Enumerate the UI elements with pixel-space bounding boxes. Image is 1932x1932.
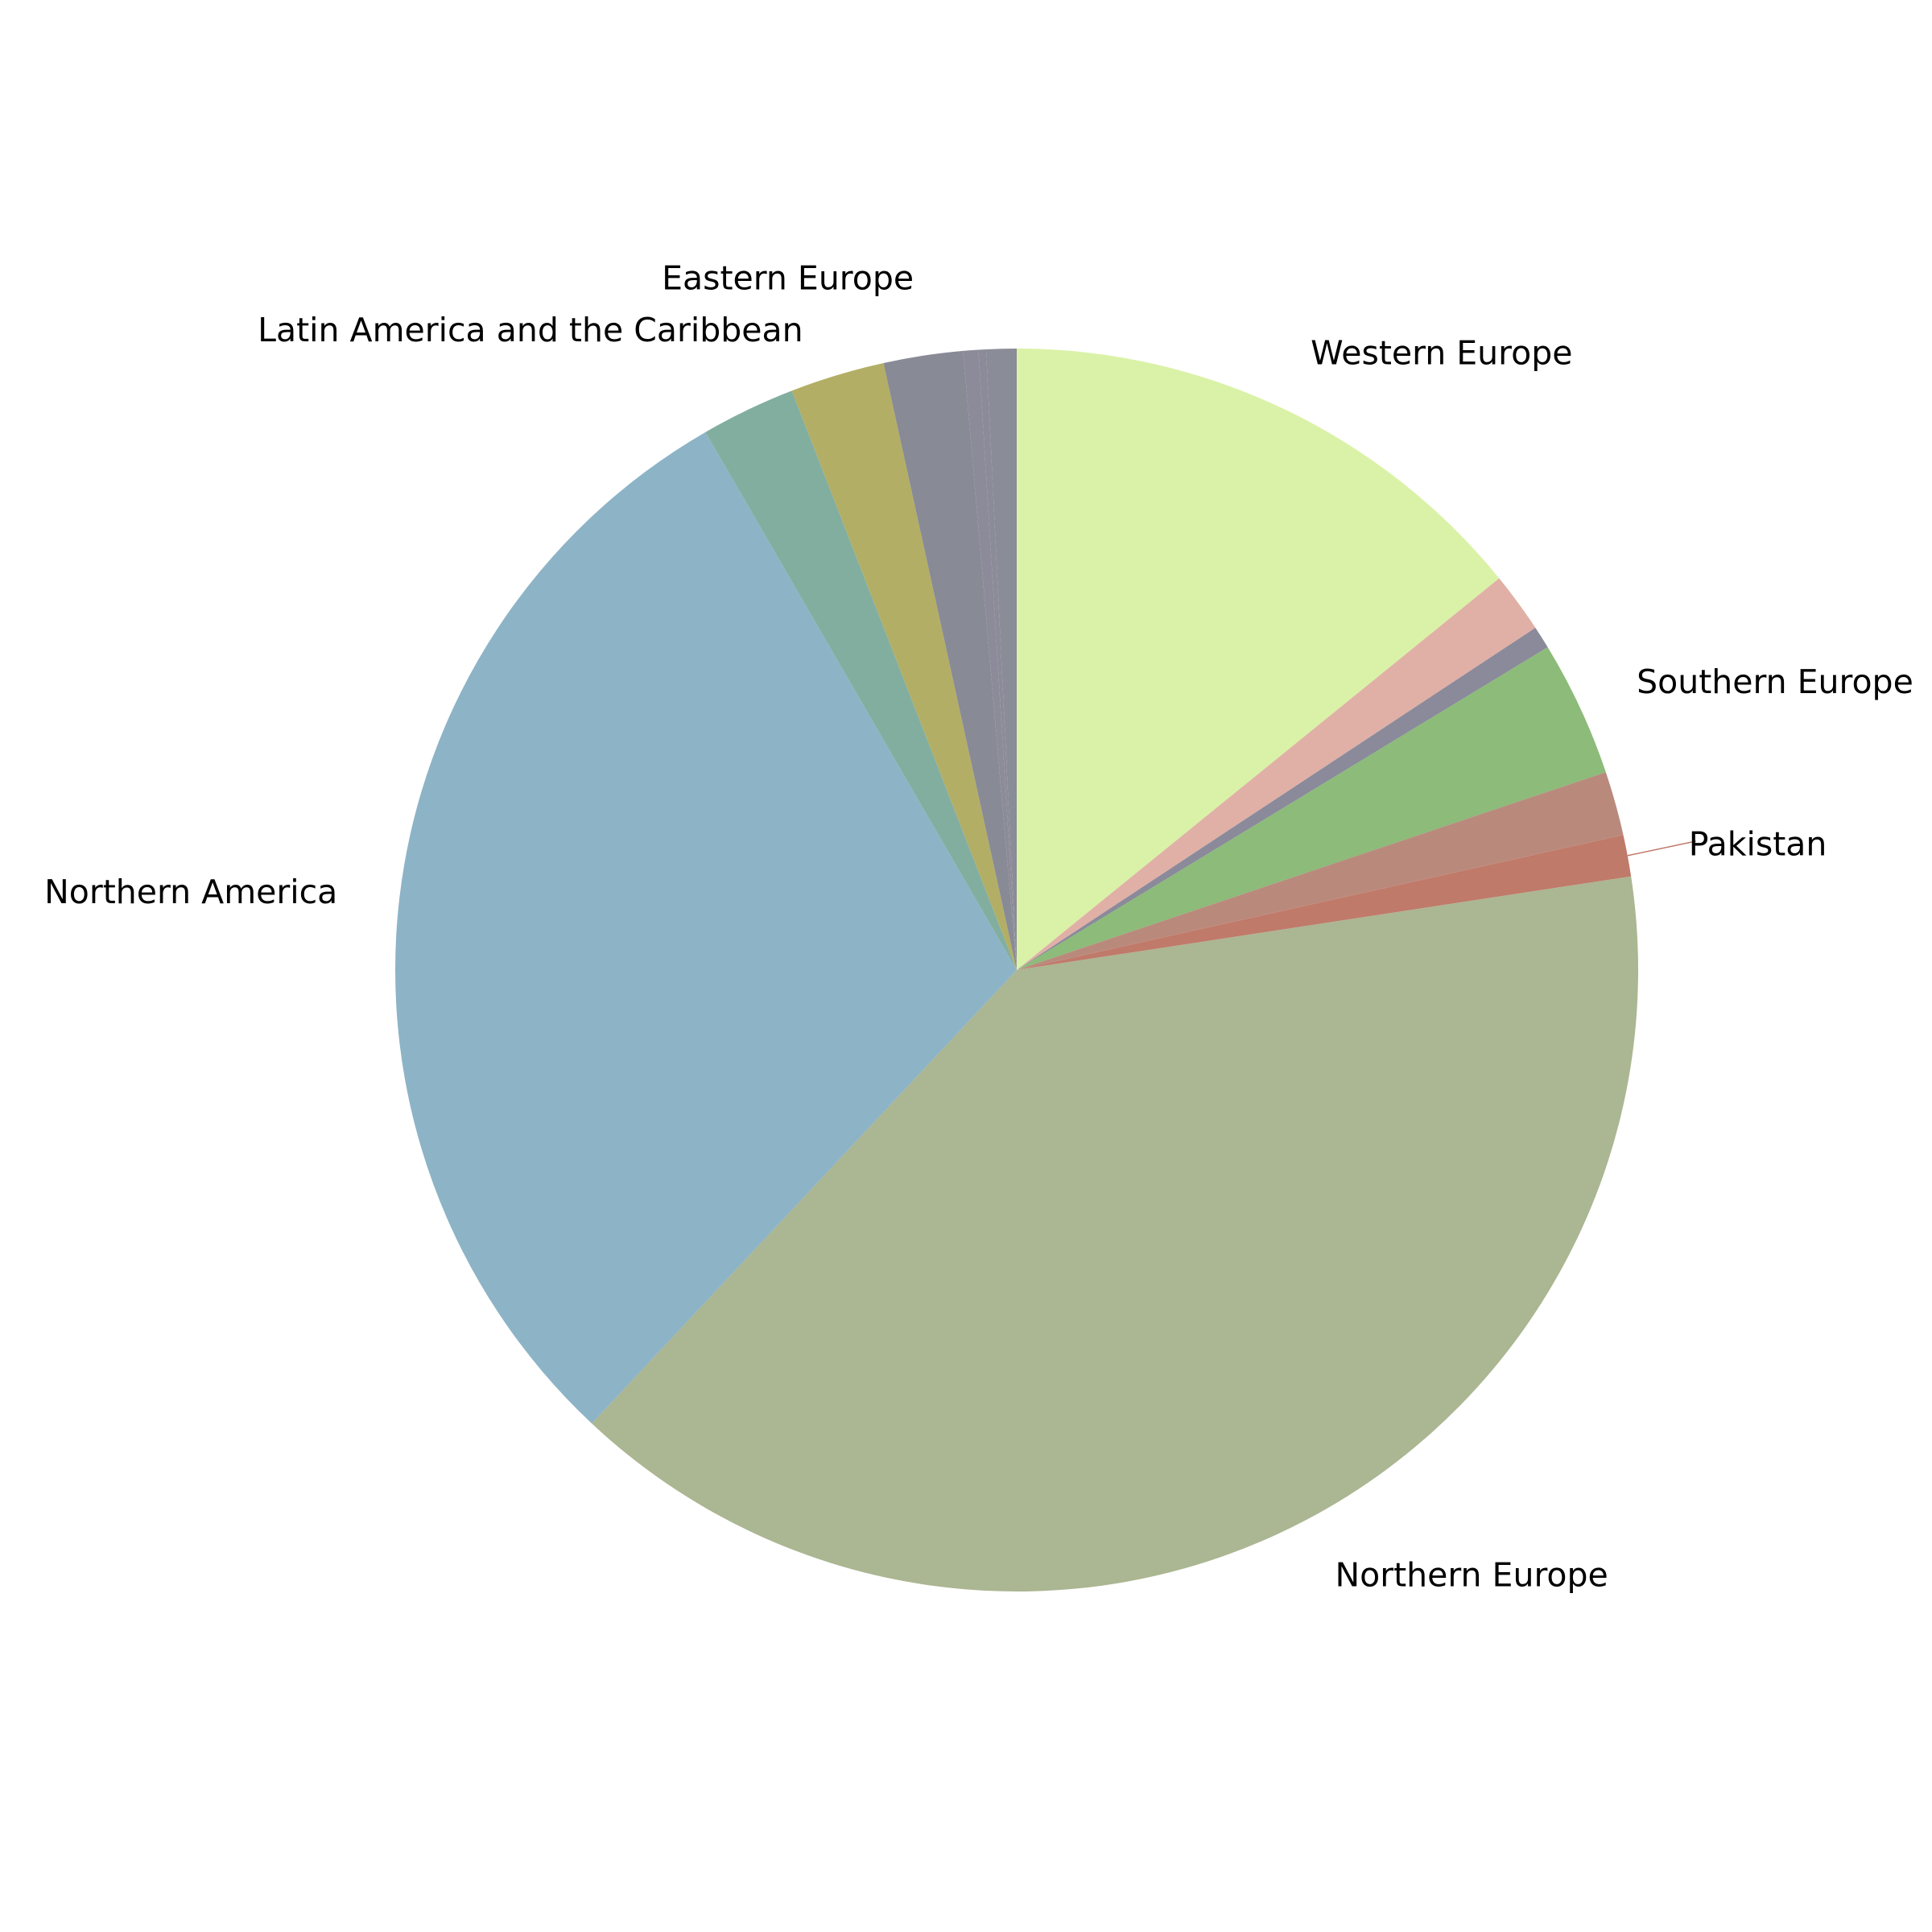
pie-slices: [395, 349, 1638, 1591]
slice-labels: Western Europe Southern Europe Pakistan Nor…: [44, 259, 1913, 1595]
pie-slice-11: [963, 349, 1017, 971]
slice-label-northern-europe: Northern Europe: [1335, 1556, 1608, 1595]
pie-slice-13: [985, 349, 1017, 970]
pie-slice-1: [1017, 578, 1536, 970]
slice-label-pakistan: Pakistan: [1689, 825, 1827, 864]
slice-label-southern-europe: Southern Europe: [1637, 663, 1913, 701]
pie-slice-12: [978, 349, 1017, 970]
pie-slice-8: [705, 390, 1017, 971]
pie-slice-northern-america: [395, 431, 1017, 1424]
slice-label-latin-america-and-the-caribbean: Latin America and the Caribbean: [258, 311, 803, 349]
pie-slice-northern-europe: [592, 876, 1638, 1591]
leader-line-pakistan: [1627, 840, 1696, 857]
slice-label-western-europe: Western Europe: [1311, 333, 1572, 372]
pie-slice-western-europe: [1017, 349, 1500, 970]
pie-slice-eastern-europe: [883, 350, 1017, 970]
slice-label-northern-america: Northern America: [44, 873, 337, 911]
pie-slice-2: [1017, 627, 1548, 970]
pie-slice-latin-america-and-the-caribbean: [791, 362, 1017, 970]
slice-label-eastern-europe: Eastern Europe: [662, 259, 914, 298]
label-leader-lines: [1627, 840, 1696, 857]
pie-slice-pakistan: [1017, 835, 1632, 970]
pie-slice-southern-europe: [1017, 646, 1606, 970]
pie-slice-4: [1017, 772, 1624, 970]
